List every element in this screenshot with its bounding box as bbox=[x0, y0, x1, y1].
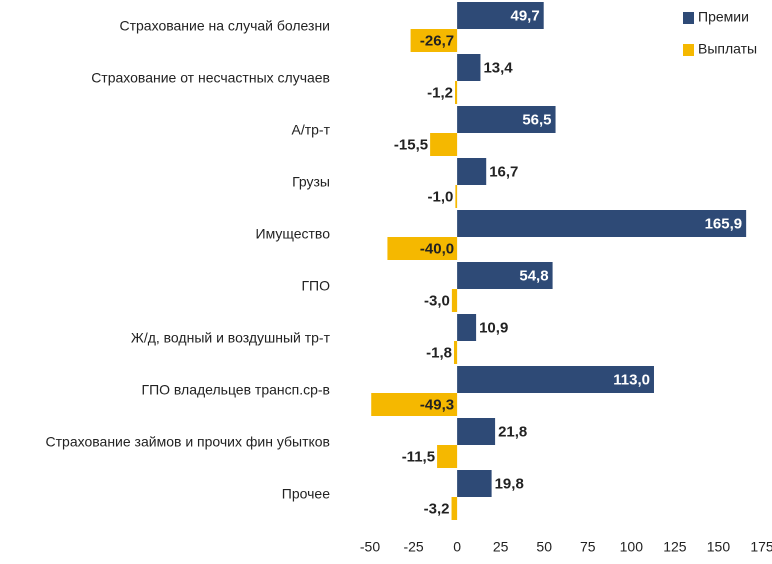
bar bbox=[457, 366, 654, 393]
legend-swatch bbox=[683, 44, 694, 56]
value-label: 13,4 bbox=[483, 59, 513, 76]
bar bbox=[453, 341, 458, 364]
bar bbox=[410, 29, 458, 52]
value-label: 21,8 bbox=[498, 423, 527, 440]
value-label: 56,5 bbox=[522, 111, 551, 128]
x-tick-label: -25 bbox=[403, 539, 423, 555]
value-label: -3,0 bbox=[424, 292, 450, 309]
category-label: А/тр-т bbox=[292, 122, 331, 138]
legend-label: Премии bbox=[698, 9, 749, 25]
bar bbox=[457, 418, 496, 445]
value-label: 165,9 bbox=[705, 215, 743, 232]
bar bbox=[457, 2, 544, 29]
x-tick-label: 125 bbox=[663, 539, 687, 555]
value-label: 16,7 bbox=[489, 163, 518, 180]
x-tick-label: 100 bbox=[620, 539, 644, 555]
value-label: -49,3 bbox=[420, 396, 454, 413]
category-label: Прочее bbox=[282, 486, 330, 502]
value-label: 113,0 bbox=[613, 371, 650, 388]
legend-label: Выплаты bbox=[698, 41, 757, 57]
bar bbox=[437, 445, 458, 468]
value-label: 10,9 bbox=[479, 319, 508, 336]
bar bbox=[451, 497, 458, 520]
bar bbox=[430, 133, 458, 156]
x-tick-label: 150 bbox=[707, 539, 731, 555]
value-label: 54,8 bbox=[519, 267, 548, 284]
category-label: Имущество bbox=[256, 226, 331, 242]
x-tick-label: 25 bbox=[493, 539, 509, 555]
value-label: -3,2 bbox=[424, 500, 450, 517]
value-label: -40,0 bbox=[420, 240, 454, 257]
category-label: Страхование от несчастных случаев bbox=[91, 70, 330, 86]
bar bbox=[457, 210, 747, 237]
legend-swatch bbox=[683, 12, 694, 24]
category-label: ГПО владельцев трансп.ср-в bbox=[142, 382, 331, 398]
bar bbox=[457, 314, 477, 341]
x-tick-label: -50 bbox=[360, 539, 380, 555]
value-label: -11,5 bbox=[402, 448, 435, 465]
bar bbox=[451, 289, 458, 312]
value-label: 19,8 bbox=[495, 475, 524, 492]
value-label: -1,8 bbox=[426, 344, 452, 361]
x-tick-label: 75 bbox=[580, 539, 596, 555]
bar bbox=[387, 237, 458, 260]
value-label: 49,7 bbox=[510, 7, 539, 24]
category-label: Грузы bbox=[292, 174, 330, 190]
bar bbox=[457, 262, 553, 289]
bar bbox=[457, 54, 481, 81]
category-label: Страхование займов и прочих фин убытков bbox=[46, 434, 330, 450]
category-label: Страхование на случай болезни bbox=[120, 18, 331, 34]
bar bbox=[455, 185, 458, 208]
category-label: ГПО bbox=[301, 278, 330, 294]
bar bbox=[455, 81, 458, 104]
x-tick-label: 50 bbox=[536, 539, 552, 555]
bar bbox=[457, 106, 556, 133]
value-label: -1,0 bbox=[428, 188, 454, 205]
value-label: -15,5 bbox=[394, 136, 428, 153]
x-tick-label: 0 bbox=[453, 539, 461, 555]
bar bbox=[371, 393, 458, 416]
bar bbox=[457, 158, 487, 185]
x-tick-label: 175 bbox=[750, 539, 772, 555]
bar bbox=[457, 470, 492, 497]
value-label: -1,2 bbox=[427, 84, 453, 101]
category-label: Ж/д, водный и воздушный тр-т bbox=[131, 330, 331, 346]
value-label: -26,7 bbox=[420, 32, 454, 49]
